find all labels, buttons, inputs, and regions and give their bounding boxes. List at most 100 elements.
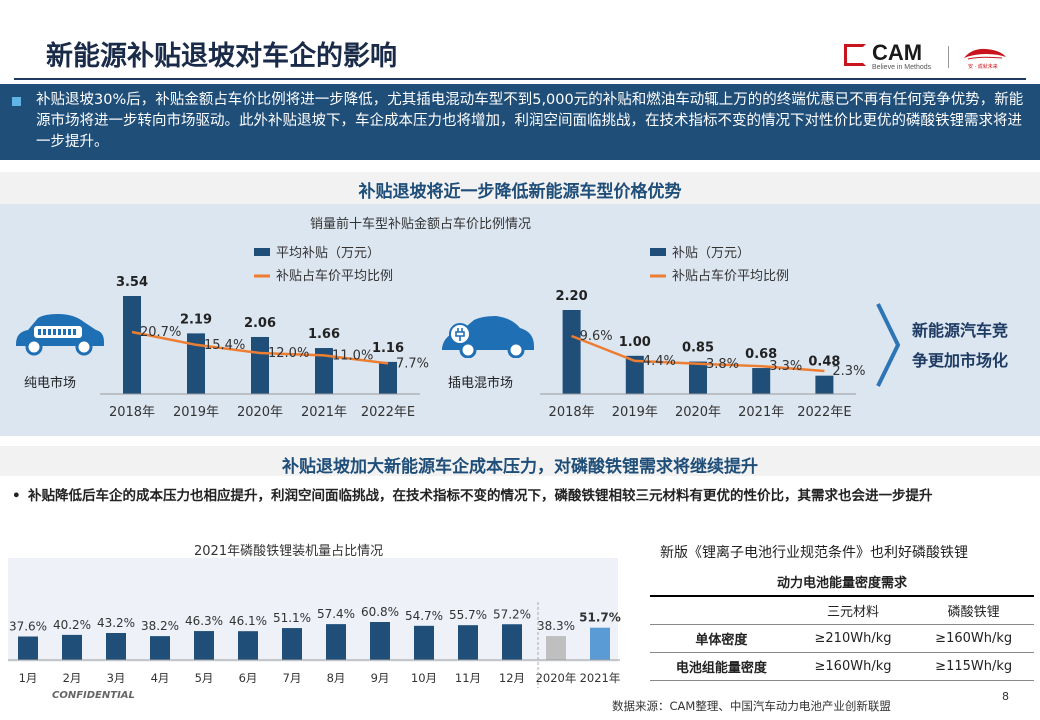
bar-value-label: 1.66 bbox=[308, 327, 340, 342]
x-tick-label: 3月 bbox=[107, 671, 126, 685]
chart-bar bbox=[502, 624, 522, 660]
table-cell: ≥210Wh/kg bbox=[792, 624, 914, 653]
x-tick-label: 2022年E bbox=[797, 405, 851, 420]
bullet-point: • 补贴降低后车企的成本压力也相应提升，利润空间面临挑战，在技术指标不变的情况下… bbox=[8, 485, 1028, 507]
table-cell: ≥160Wh/kg bbox=[913, 624, 1034, 653]
bullet-text: 补贴降低后车企的成本压力也相应提升，利润空间面临挑战，在技术指标不变的情况下，磷… bbox=[28, 488, 933, 504]
bar-value-label: 1.16 bbox=[372, 341, 404, 356]
x-tick-label: 2021年 bbox=[738, 405, 784, 420]
chart-bar bbox=[150, 636, 170, 660]
chart-bar bbox=[282, 628, 302, 660]
bar-value-label: 2.19 bbox=[180, 312, 212, 327]
legend-bar-swatch bbox=[254, 248, 270, 256]
table-row: 单体密度 ≥210Wh/kg ≥160Wh/kg bbox=[650, 624, 1034, 653]
chart-bar bbox=[752, 368, 771, 394]
table-cell: ≥160Wh/kg bbox=[792, 652, 914, 681]
legend-bar-label: 平均补贴（万元） bbox=[276, 246, 380, 261]
conclusion-text: 新能源汽车竞 争更加市场化 bbox=[912, 316, 1008, 376]
phev-car-icon bbox=[442, 316, 534, 358]
chart-bar bbox=[370, 622, 390, 660]
chart1-title: 销量前十车型补贴金额占车价比例情况 bbox=[310, 217, 532, 232]
table-header-empty bbox=[650, 596, 793, 625]
chart-bar bbox=[590, 627, 610, 660]
line-value-label: 3.8% bbox=[706, 357, 739, 372]
energy-density-table: 动力电池能量密度需求 三元材料 磷酸铁锂 单体密度 ≥210Wh/kg ≥160… bbox=[650, 568, 1034, 681]
cam-logo-mark bbox=[844, 44, 866, 66]
bar-value-label: 51.1% bbox=[273, 611, 311, 625]
cam-logo: CAM Believe in Methods 安 · 成就未来 bbox=[844, 40, 1024, 72]
x-tick-label: 11月 bbox=[455, 671, 481, 685]
x-tick-label: 2022年E bbox=[361, 405, 415, 420]
x-tick-label: 2020年 bbox=[536, 671, 577, 685]
chart-bar bbox=[18, 636, 38, 660]
bar-value-label: 46.1% bbox=[229, 614, 267, 628]
conclusion-line1: 新能源汽车竞 bbox=[912, 321, 1009, 340]
chart-bar bbox=[689, 361, 707, 394]
banner-square-icon bbox=[12, 97, 21, 106]
chart-bar bbox=[562, 310, 581, 394]
x-tick-label: 9月 bbox=[371, 671, 390, 685]
bar-value-label: 0.48 bbox=[808, 355, 840, 370]
bar-value-label: 55.7% bbox=[449, 608, 487, 622]
chart-bar bbox=[123, 296, 141, 394]
line-value-label: 4.4% bbox=[643, 354, 676, 369]
section-subsidy-panel bbox=[0, 204, 1040, 436]
line-value-label: 15.4% bbox=[204, 338, 245, 353]
car-logo-text: 安 · 成就未来 bbox=[968, 63, 998, 70]
bar-value-label: 2.06 bbox=[244, 316, 276, 331]
chart-bar bbox=[458, 625, 478, 660]
chart-bar bbox=[62, 634, 82, 660]
line-value-label: 20.7% bbox=[140, 325, 181, 340]
logo-separator bbox=[948, 46, 949, 68]
section-subsidy bbox=[0, 172, 1040, 436]
bar-value-label: 43.2% bbox=[97, 616, 135, 630]
confidential-label: CONFIDENTIAL bbox=[52, 690, 135, 701]
chart-bar bbox=[106, 633, 126, 660]
bar-value-label: 60.8% bbox=[361, 605, 399, 619]
bev-market-label: 纯电市场 bbox=[24, 376, 77, 391]
bar-value-label: 37.6% bbox=[9, 620, 47, 634]
chart-bar bbox=[251, 336, 269, 394]
cam-logo-tagline: Believe in Methods bbox=[872, 64, 932, 71]
x-tick-label: 2020年 bbox=[675, 405, 721, 420]
chart-bar bbox=[625, 355, 644, 394]
bar-value-label: 40.2% bbox=[53, 618, 91, 632]
table-header-lfp: 磷酸铁锂 bbox=[913, 596, 1034, 625]
section1-heading: 补贴退坡将近一步降低新能源车型价格优势 bbox=[358, 182, 682, 202]
conclusion-line2: 争更加市场化 bbox=[912, 351, 1009, 370]
bar-value-label: 0.85 bbox=[682, 341, 714, 356]
bar-value-label: 2.20 bbox=[556, 289, 588, 304]
bar-value-label: 51.7% bbox=[579, 611, 621, 625]
x-tick-label: 1月 bbox=[19, 671, 38, 685]
chart-bar bbox=[326, 624, 346, 660]
bar-value-label: 57.4% bbox=[317, 607, 355, 621]
line-value-label: 3.3% bbox=[769, 359, 802, 374]
data-source: 数据来源：CAM整理、中国汽车动力电池产业创新联盟 bbox=[612, 699, 891, 713]
legend-bar-label: 补贴（万元） bbox=[672, 246, 750, 261]
chart-bar bbox=[315, 348, 333, 394]
phev-market-label: 插电混市场 bbox=[448, 376, 514, 391]
line-value-label: 9.6% bbox=[580, 329, 613, 344]
x-tick-label: 2月 bbox=[63, 671, 82, 685]
x-tick-label: 2021年 bbox=[301, 405, 347, 420]
x-tick-label: 4月 bbox=[151, 671, 170, 685]
line-value-label: 7.7% bbox=[396, 356, 429, 371]
lfp-share-chart: 37.6% 1月 40.2% 2月 43.2% 3月 38.2% 4月 46.3% 5月 46.1%… bbox=[8, 602, 621, 688]
ratio-line bbox=[571, 334, 825, 373]
x-tick-label: 2018年 bbox=[549, 405, 595, 420]
x-tick-label: 7月 bbox=[283, 671, 302, 685]
lfp-chart-title: 2021年磷酸铁锂装机量占比情况 bbox=[194, 544, 384, 559]
section2-heading: 补贴退坡加大新能源车企成本压力，对磷酸铁锂需求将继续提升 bbox=[282, 457, 758, 477]
bar-value-label: 38.3% bbox=[537, 619, 575, 633]
chart-bar bbox=[414, 625, 434, 660]
summary-text: 补贴退坡30%后，补贴金额占车价比例将进一步降低，尤其插电混动车型不到5,000… bbox=[36, 92, 1024, 150]
phev-subsidy-chart: 补贴（万元） 补贴占车价平均比例 2.20 2018年 1.00 2019年 0.85 202… bbox=[540, 246, 865, 420]
table-row-header: 电池组能量密度 bbox=[650, 652, 793, 681]
line-value-label: 11.0% bbox=[332, 348, 373, 363]
chart-bar bbox=[238, 631, 258, 660]
chart-bar bbox=[815, 375, 834, 394]
bev-car-icon bbox=[16, 314, 104, 356]
legend-line-label: 补贴占车价平均比例 bbox=[276, 268, 393, 284]
bar-value-label: 0.68 bbox=[745, 347, 777, 362]
regulation-title: 新版《锂离子电池行业规范条件》也利好磷酸铁锂 bbox=[660, 545, 968, 561]
